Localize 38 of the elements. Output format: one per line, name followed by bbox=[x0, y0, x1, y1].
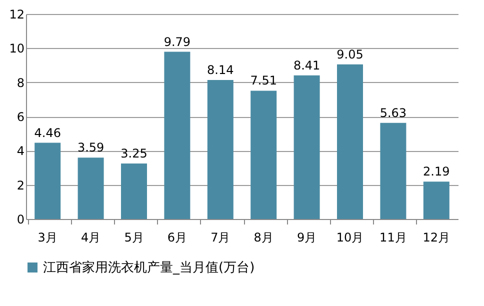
bar bbox=[294, 75, 320, 219]
bar bbox=[207, 80, 234, 219]
x-tick-label: 6月 bbox=[167, 230, 188, 244]
data-label: 9.79 bbox=[164, 34, 191, 49]
y-tick-label: 6 bbox=[16, 110, 24, 124]
x-tick-label: 5月 bbox=[124, 230, 144, 244]
y-tick-label: 0 bbox=[16, 212, 24, 226]
y-tick-label: 8 bbox=[16, 76, 24, 90]
data-label: 5.63 bbox=[380, 106, 407, 120]
data-label: 8.41 bbox=[293, 58, 320, 72]
y-tick-label: 2 bbox=[16, 178, 24, 192]
x-tick-label: 11月 bbox=[380, 230, 407, 244]
bar bbox=[34, 142, 61, 219]
bar bbox=[78, 158, 104, 219]
y-tick-label: 12 bbox=[9, 8, 24, 22]
x-tick-label: 8月 bbox=[254, 230, 274, 244]
data-label: 8.14 bbox=[207, 62, 234, 77]
data-label: 9.05 bbox=[336, 47, 364, 62]
x-tick-label: 4月 bbox=[80, 230, 101, 244]
bar bbox=[337, 64, 363, 219]
bar bbox=[423, 182, 450, 219]
x-tick-label: 9月 bbox=[296, 230, 317, 244]
y-tick-label: 10 bbox=[9, 42, 24, 56]
x-tick-label: 12月 bbox=[422, 230, 450, 244]
bar bbox=[121, 163, 147, 219]
data-label: 2.19 bbox=[423, 164, 450, 179]
data-label: 4.46 bbox=[34, 126, 61, 140]
x-tick-label: 3月 bbox=[38, 230, 58, 244]
bar bbox=[250, 90, 277, 219]
y-tick-label: 4 bbox=[16, 144, 24, 158]
data-label: 3.25 bbox=[120, 146, 148, 160]
data-label: 3.59 bbox=[77, 140, 104, 155]
data-label: 7.51 bbox=[250, 74, 277, 88]
x-tick-label: 7月 bbox=[210, 230, 230, 244]
bar bbox=[164, 52, 190, 219]
bar bbox=[380, 122, 406, 219]
x-tick-label: 10月 bbox=[336, 230, 364, 244]
legend-label: 江西省家用洗衣机产量_当月值(万台) bbox=[43, 260, 255, 276]
